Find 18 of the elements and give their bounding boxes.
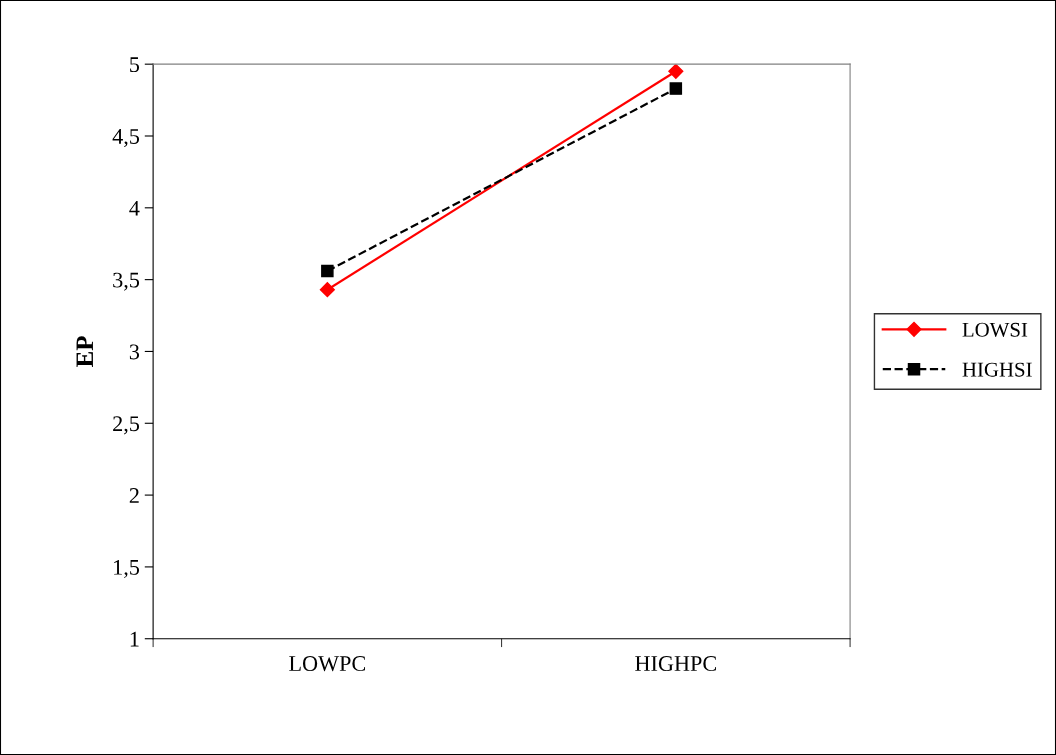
y-tick-label: 5	[130, 57, 140, 73]
point	[668, 64, 684, 79]
y-tick-label: 1,5	[114, 559, 140, 579]
y-tick-label: 2	[129, 488, 139, 503]
point	[319, 282, 335, 298]
y-tick-label: 1	[130, 631, 139, 647]
y-tick-label: 2,5	[113, 416, 140, 435]
legend-label: LOWSI	[962, 322, 1028, 337]
legend-label: HIGHSI	[962, 362, 1032, 377]
y-tick-label: 4,5	[112, 129, 140, 148]
y-axis-title: EP	[76, 336, 93, 367]
y-tick-label: 3	[129, 344, 140, 360]
point	[321, 264, 334, 278]
point	[669, 82, 683, 95]
y-tick-label: 3,5	[113, 272, 140, 291]
x-tick-label: HIGHPC	[635, 656, 716, 672]
y-tick-label: 4	[129, 200, 140, 216]
x-tick-label: LOWPC	[289, 656, 366, 672]
